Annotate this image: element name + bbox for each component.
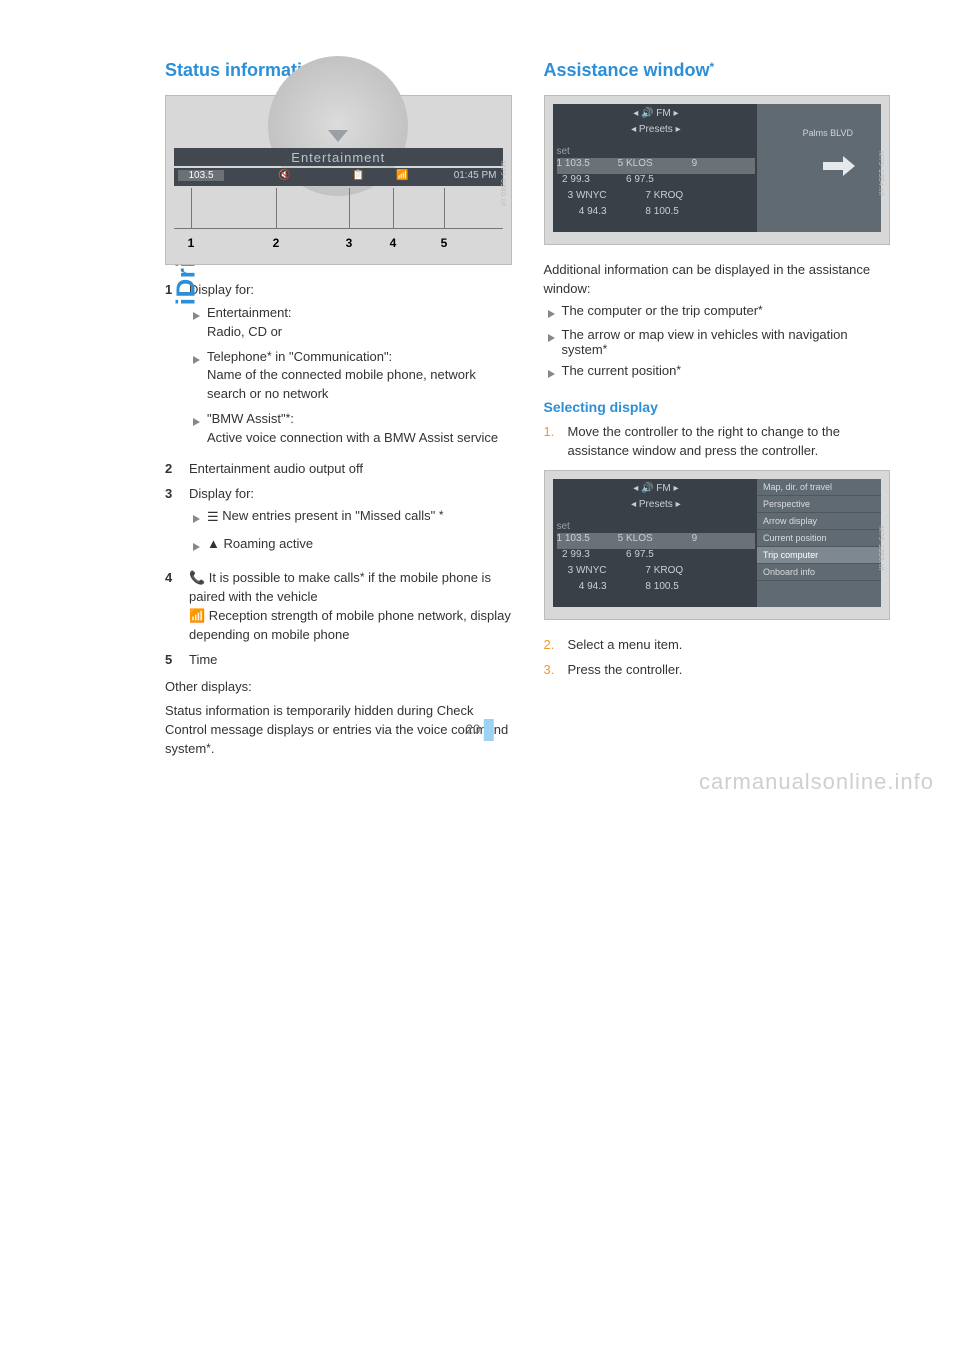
page-number: 20 xyxy=(466,719,494,741)
fig-field-1: 103.5 xyxy=(178,170,224,181)
bullet-icon xyxy=(193,510,207,529)
bullet-icon xyxy=(548,330,562,357)
menu-item: Trip computer xyxy=(757,547,881,564)
bullet-icon xyxy=(193,413,207,448)
mute-icon: 🔇 xyxy=(278,170,290,181)
menu-item: Onboard info xyxy=(757,564,881,581)
entertainment-label: Entertainment xyxy=(166,150,511,165)
sub-item-text: Telephone* in "Communication":Name of th… xyxy=(207,348,512,405)
assistance-window-heading: Assistance window* xyxy=(544,60,891,81)
status-figure: Entertainment 103.5 🔇 📋 📶 01:45 PM 1 2 3 xyxy=(165,95,512,265)
step-num-2: 2. xyxy=(544,636,568,655)
left-column: Status information Entertainment 103.5 🔇… xyxy=(165,60,512,759)
sub-item-text: Entertainment:Radio, CD or xyxy=(207,304,512,342)
bullet-icon xyxy=(193,351,207,405)
bullet-icon xyxy=(193,307,207,342)
bullet-text: The current position* xyxy=(562,363,891,381)
other-displays-label: Other displays: xyxy=(165,678,512,697)
menu-item: Map, dir. of travel xyxy=(757,479,881,496)
bullet-icon xyxy=(548,366,562,381)
signal-icon: 📶 xyxy=(396,170,408,181)
sub-item-text: ▲ Roaming active xyxy=(207,535,512,557)
fig1-code: M79-0340.tif xyxy=(499,161,506,206)
bullet-icon xyxy=(193,538,207,557)
def-num: 2 xyxy=(165,460,189,479)
step-2-text: Select a menu item. xyxy=(568,636,891,655)
menu-item: Current position xyxy=(757,530,881,547)
callout-5: 5 xyxy=(437,236,451,250)
bullet-icon xyxy=(548,306,562,321)
callout-2: 2 xyxy=(269,236,283,250)
presets-row: ◂ Presets ▸ xyxy=(553,124,760,135)
sub-item-text: "BMW Assist"*:Active voice connection wi… xyxy=(207,410,512,448)
callout-3: 3 xyxy=(342,236,356,250)
assistance-figure-1: ◂ 🔊 FM ▸ ◂ Presets ▸ set 1 103.5 5 KLOS … xyxy=(544,95,891,245)
right-column: Assistance window* ◂ 🔊 FM ▸ ◂ Presets ▸ … xyxy=(544,60,891,759)
fm-row-2: ◂ 🔊 FM ▸ xyxy=(553,483,760,494)
def-body: Display for:☰ New entries present in "Mi… xyxy=(189,485,512,564)
time-field: 01:45 PM xyxy=(454,170,497,181)
list-icon: 📋 xyxy=(352,170,364,181)
palms-label: Palms BLVD xyxy=(803,128,853,138)
bullet-text: The computer or the trip computer* xyxy=(562,303,891,321)
menu-item: Arrow display xyxy=(757,513,881,530)
callout-4: 4 xyxy=(386,236,400,250)
def-num: 3 xyxy=(165,485,189,564)
menu-item: Perspective xyxy=(757,496,881,513)
presets-row-2: ◂ Presets ▸ xyxy=(553,499,760,510)
sub-item-text: ☰ New entries present in "Missed calls" … xyxy=(207,507,512,529)
set-label-2: set xyxy=(557,521,570,532)
fm-row: ◂ 🔊 FM ▸ xyxy=(553,108,760,119)
def-body: Entertainment audio output off xyxy=(189,460,512,479)
set-label: set xyxy=(557,146,570,157)
def-body: 📞 It is possible to make calls* if the m… xyxy=(189,569,512,645)
selecting-display-heading: Selecting display xyxy=(544,399,891,415)
assistance-figure-2: ◂ 🔊 FM ▸ ◂ Presets ▸ set 1 103.5 5 KLOS … xyxy=(544,470,891,620)
assistance-intro: Additional information can be displayed … xyxy=(544,261,891,299)
def-body: Time xyxy=(189,651,512,670)
watermark: carmanualsonline.info xyxy=(699,769,934,795)
def-num: 4 xyxy=(165,569,189,645)
def-num: 1 xyxy=(165,281,189,454)
definitions-list: 1Display for:Entertainment:Radio, CD orT… xyxy=(165,281,512,670)
def-num: 5 xyxy=(165,651,189,670)
step-1-text: Move the controller to the right to chan… xyxy=(568,423,891,461)
other-displays-text: Status information is temporarily hidden… xyxy=(165,702,512,759)
step-num-1: 1. xyxy=(544,423,568,461)
step-3-text: Press the controller. xyxy=(568,661,891,680)
fig3-code: M79-1356.tif xyxy=(877,526,884,571)
assistance-bullets: The computer or the trip computer* The ar… xyxy=(544,303,891,381)
callout-1: 1 xyxy=(184,236,198,250)
fig2-code: M79-1354.tif xyxy=(877,151,884,196)
turn-arrow-icon xyxy=(813,152,857,196)
bullet-text: The arrow or map view in vehicles with n… xyxy=(562,327,891,357)
step-num-3: 3. xyxy=(544,661,568,680)
def-body: Display for:Entertainment:Radio, CD orTe… xyxy=(189,281,512,454)
